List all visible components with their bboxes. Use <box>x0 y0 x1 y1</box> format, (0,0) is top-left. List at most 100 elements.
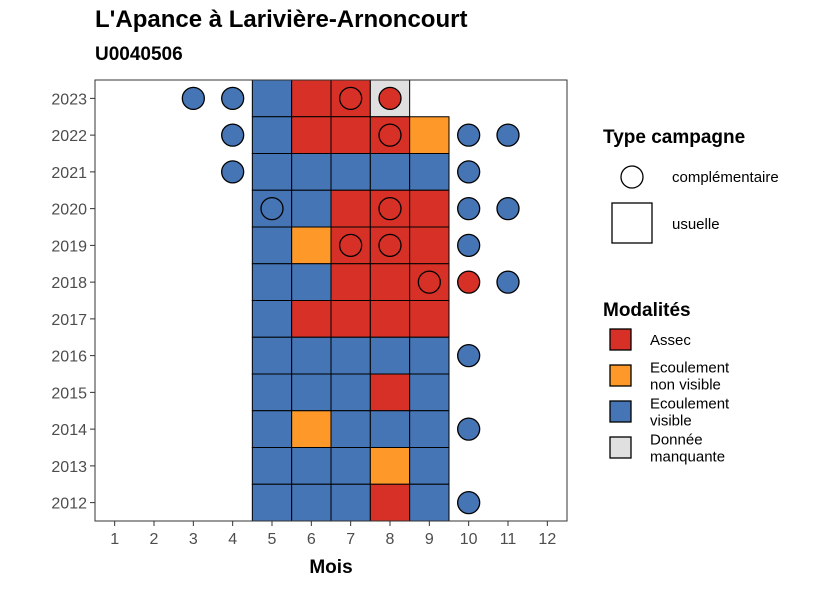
y-tick-label: 2014 <box>51 422 87 439</box>
usuelle-cells <box>251 79 450 522</box>
point-2020-8 <box>378 196 402 221</box>
tile-2018-5 <box>251 263 293 301</box>
point-2018-9 <box>417 270 441 294</box>
tile-2022-5 <box>251 116 293 154</box>
point-2020-5 <box>260 196 284 221</box>
point-2018-11 <box>496 270 520 294</box>
tile-2023-6 <box>291 79 332 118</box>
point-2023-7 <box>339 86 363 111</box>
tile-2018-8 <box>369 263 411 301</box>
tile-2021-9 <box>409 153 450 191</box>
x-tick-label: 5 <box>268 531 277 548</box>
legend-key-ecoulement-visible <box>609 400 632 423</box>
tile-2020-7 <box>330 189 371 228</box>
tile-2021-7 <box>330 153 371 191</box>
legend-label: manquante <box>650 449 725 466</box>
y-tick-label: 2019 <box>51 238 87 255</box>
legend-type-complementaire: complémentaire <box>672 169 779 186</box>
tile-2019-9 <box>409 226 450 265</box>
tile-2020-9 <box>409 189 450 228</box>
legend-key-ecoulement-non-visible <box>609 364 632 387</box>
legend-label: non visible <box>650 377 721 394</box>
tile-2014-7 <box>330 410 371 448</box>
x-tick-label: 3 <box>189 531 198 548</box>
point-2019-8 <box>378 233 402 258</box>
x-tick-label: 9 <box>425 531 434 548</box>
legend-label: Donnée <box>650 432 703 449</box>
y-tick-label: 2023 <box>51 91 87 108</box>
legend-square-symbol <box>611 202 653 244</box>
y-tick-label: 2015 <box>51 385 87 402</box>
tile-2012-6 <box>291 483 332 522</box>
tile-2017-7 <box>330 300 371 338</box>
tile-2016-6 <box>291 336 332 375</box>
legend-key-donnée-manquante <box>609 436 632 459</box>
tile-2017-6 <box>291 300 332 338</box>
tile-2013-7 <box>330 447 371 485</box>
y-tick-label: 2018 <box>51 275 87 292</box>
tile-2018-6 <box>291 263 332 301</box>
x-tick-label: 8 <box>386 531 395 548</box>
tile-2021-5 <box>251 153 293 191</box>
plot-border <box>94 79 568 522</box>
complementaire-points <box>181 86 520 515</box>
tile-2015-6 <box>291 373 332 412</box>
point-2020-11 <box>496 196 520 221</box>
tile-2018-7 <box>330 263 371 301</box>
tile-2020-6 <box>291 189 332 228</box>
legend-type: Type campagne complémentaire usuelle <box>603 127 779 244</box>
tile-2012-5 <box>251 483 293 522</box>
legend-label: Assec <box>650 332 691 349</box>
legend-mod-title: Modalités <box>603 300 691 321</box>
y-tick-label: 2012 <box>51 496 87 513</box>
point-2022-10 <box>457 123 481 147</box>
tile-2021-6 <box>291 153 332 191</box>
tile-2017-5 <box>251 300 293 338</box>
tile-2017-8 <box>369 300 411 338</box>
x-tick-label: 12 <box>538 531 556 548</box>
tile-2021-8 <box>369 153 411 191</box>
y-tick-label: 2017 <box>51 312 87 329</box>
tile-2019-5 <box>251 226 293 265</box>
point-2020-10 <box>457 196 481 221</box>
tile-2019-6 <box>291 226 332 265</box>
point-2019-7 <box>339 233 363 258</box>
point-2014-10 <box>457 417 481 441</box>
tile-2022-6 <box>291 116 332 154</box>
point-2023-8 <box>378 86 402 111</box>
point-2016-10 <box>457 343 481 368</box>
legend-label: Ecoulement <box>650 396 730 413</box>
tile-2013-9 <box>409 447 450 485</box>
x-tick-label: 4 <box>228 531 237 548</box>
y-tick-label: 2013 <box>51 459 87 476</box>
tile-2016-8 <box>369 336 411 375</box>
y-tick-label: 2022 <box>51 128 87 145</box>
tile-2015-5 <box>251 373 293 412</box>
y-axis: 2012 2013 2014 2015 2016 2017 2018 2019 2020 2021… <box>51 91 95 513</box>
x-tick-label: 11 <box>500 531 517 548</box>
chart-subtitle: U0040506 <box>95 44 183 65</box>
chart-title: L'Apance à Larivière-Arnoncourt <box>95 6 468 33</box>
tile-2016-9 <box>409 336 450 375</box>
x-tick-label: 1 <box>110 531 119 548</box>
tile-2012-8 <box>369 483 411 522</box>
x-tick-label: 2 <box>150 531 159 548</box>
tile-2017-9 <box>409 300 450 338</box>
tile-2013-6 <box>291 447 332 485</box>
point-2012-10 <box>457 490 481 515</box>
tile-2012-9 <box>409 483 450 522</box>
point-2021-10 <box>457 160 481 184</box>
point-2023-4 <box>221 86 245 111</box>
tile-2014-9 <box>409 410 450 448</box>
y-tick-label: 2016 <box>51 349 87 366</box>
point-2022-11 <box>496 123 520 147</box>
x-axis-title: Mois <box>309 557 352 578</box>
tile-2016-5 <box>251 336 293 375</box>
legend-label: visible <box>650 413 692 430</box>
legend-type-usuelle: usuelle <box>672 216 720 233</box>
point-2019-10 <box>457 233 481 258</box>
legend-type-title: Type campagne <box>603 127 745 148</box>
point-2018-10 <box>457 270 481 294</box>
